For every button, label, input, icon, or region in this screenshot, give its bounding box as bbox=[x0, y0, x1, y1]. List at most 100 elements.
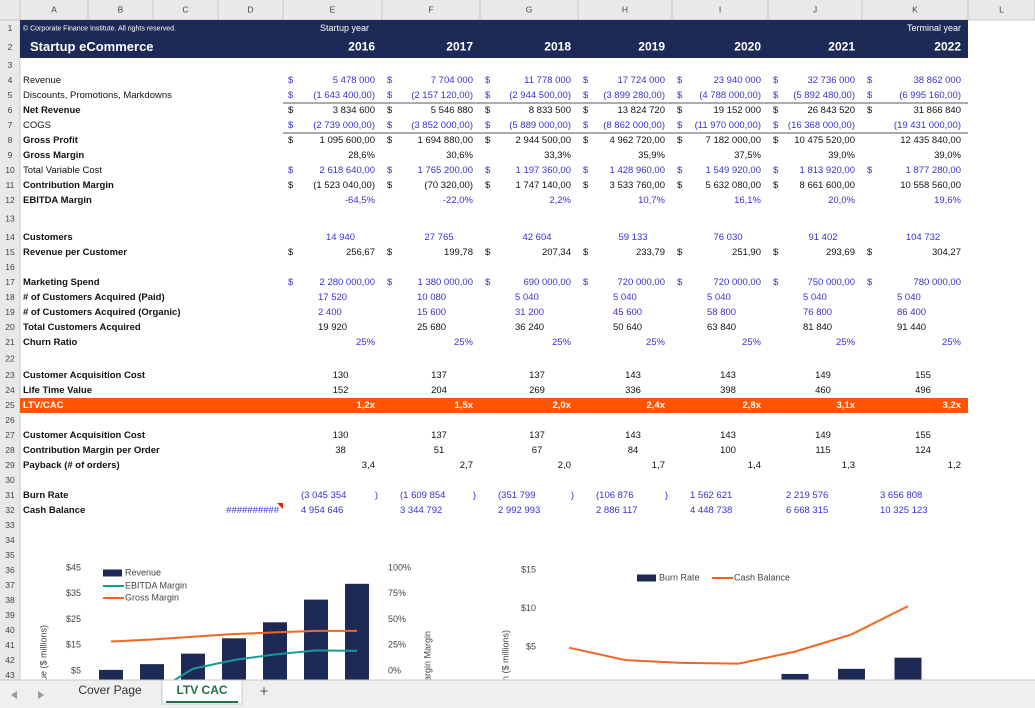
row-number: 22 bbox=[5, 353, 15, 363]
sheet-tab[interactable]: Cover Page bbox=[78, 683, 142, 697]
y2-tick-label: 0% bbox=[388, 665, 401, 675]
cell-value: 256,67 bbox=[346, 247, 375, 258]
row-number: 42 bbox=[5, 655, 15, 665]
cell-value: 155 bbox=[915, 430, 931, 441]
row-number: 17 bbox=[5, 277, 15, 287]
cell-value: 1 549 920,00 bbox=[706, 165, 761, 176]
y-tick-label: $5 bbox=[71, 665, 81, 675]
currency-sign: $ bbox=[677, 135, 683, 146]
y2-tick-label: 25% bbox=[388, 640, 406, 650]
cell-value: 26 843 520 bbox=[807, 105, 855, 116]
cell-value: (1 609 854 bbox=[400, 490, 445, 501]
currency-sign: $ bbox=[288, 247, 294, 258]
cell-value: 5 040 bbox=[707, 292, 731, 303]
sheet-tab[interactable]: LTV CAC bbox=[176, 683, 227, 697]
currency-sign: $ bbox=[773, 120, 779, 131]
cell-value: 398 bbox=[720, 385, 736, 396]
cell-value: 13 824 720 bbox=[617, 105, 665, 116]
row-number: 18 bbox=[5, 292, 15, 302]
cell-value: 293,69 bbox=[826, 247, 855, 258]
cell-value: 3 344 792 bbox=[400, 505, 442, 516]
bar bbox=[304, 599, 328, 680]
cell-value: 59 133 bbox=[618, 232, 647, 243]
cell-close: ) bbox=[473, 490, 476, 501]
row-number: 7 bbox=[8, 120, 13, 130]
row-number: 15 bbox=[5, 247, 15, 257]
cell-value: 2 886 117 bbox=[596, 505, 638, 516]
cell-value: 10 558 560,00 bbox=[900, 180, 961, 191]
active-tab[interactable] bbox=[161, 679, 243, 705]
row-number: 29 bbox=[5, 460, 15, 470]
cell-value: 1 095 600,00 bbox=[320, 135, 375, 146]
cell-value: 251,90 bbox=[732, 247, 761, 258]
currency-sign: $ bbox=[583, 277, 589, 288]
cell-value: 8 833 500 bbox=[529, 105, 571, 116]
cell-value: 199,78 bbox=[444, 247, 473, 258]
row-number: 8 bbox=[8, 135, 13, 145]
currency-sign: $ bbox=[773, 90, 779, 101]
cell-value: 30,6% bbox=[446, 150, 473, 161]
y2-axis-label: argin Margin bbox=[422, 631, 432, 681]
row-label: Customer Acquisition Cost bbox=[23, 370, 146, 381]
cell-value: 3,2x bbox=[943, 400, 962, 411]
cell-value: 130 bbox=[333, 430, 349, 441]
cell-value: 3 533 760,00 bbox=[610, 180, 665, 191]
row-number: 3 bbox=[8, 60, 13, 70]
currency-sign: $ bbox=[677, 247, 683, 258]
tab-bar bbox=[0, 680, 1035, 708]
cell-value: 25% bbox=[942, 337, 962, 348]
cell-close: ) bbox=[571, 490, 574, 501]
y2-tick-label: 50% bbox=[388, 614, 406, 624]
cell-value: 1 747 140,00 bbox=[516, 180, 571, 191]
cell-value: 39,0% bbox=[934, 150, 961, 161]
cell-value: 23 940 000 bbox=[713, 75, 761, 86]
column-header-bar bbox=[0, 0, 1035, 20]
cell-value: (1 643 400,00) bbox=[313, 90, 375, 101]
currency-sign: $ bbox=[288, 90, 294, 101]
cell-value: 149 bbox=[815, 430, 831, 441]
currency-sign: $ bbox=[387, 75, 393, 86]
cell-value: 115 bbox=[815, 445, 830, 456]
cell-value: 2017 bbox=[446, 40, 473, 54]
currency-sign: $ bbox=[583, 75, 589, 86]
add-sheet[interactable]: + bbox=[260, 683, 269, 700]
cell-value: 143 bbox=[625, 430, 641, 441]
row-number: 33 bbox=[5, 520, 15, 530]
bar bbox=[345, 583, 369, 680]
cell-value: 124 bbox=[915, 445, 931, 456]
cell-value: 8 661 600,00 bbox=[800, 180, 855, 191]
cell-value: 31 200 bbox=[515, 307, 544, 318]
row-label: Net Revenue bbox=[23, 105, 81, 116]
row-label: COGS bbox=[23, 120, 51, 131]
cell-value: 25% bbox=[836, 337, 856, 348]
cell-value: 1,5x bbox=[455, 400, 474, 411]
cell-value: 5 546 880 bbox=[431, 105, 473, 116]
currency-sign: $ bbox=[773, 75, 779, 86]
cell-value: 32 736 000 bbox=[807, 75, 855, 86]
cell-value: 17 724 000 bbox=[617, 75, 665, 86]
cell-value: 2 219 576 bbox=[786, 490, 828, 501]
cell-value: 28,6% bbox=[348, 150, 375, 161]
currency-sign: $ bbox=[485, 247, 491, 258]
currency-sign: $ bbox=[677, 120, 683, 131]
cell-value: 2,0x bbox=[553, 400, 572, 411]
currency-sign: $ bbox=[773, 105, 779, 116]
scroll-left[interactable] bbox=[11, 691, 17, 699]
currency-sign: $ bbox=[387, 247, 393, 258]
row-number: 19 bbox=[5, 307, 15, 317]
currency-sign: $ bbox=[485, 277, 491, 288]
row-number: 39 bbox=[5, 610, 15, 620]
cell-value: 1 562 621 bbox=[690, 490, 732, 501]
cell-close: ) bbox=[375, 490, 378, 501]
scroll-right[interactable] bbox=[38, 691, 44, 699]
currency-sign: $ bbox=[387, 277, 393, 288]
row-label: LTV/CAC bbox=[23, 400, 64, 411]
cell-value: 5 040 bbox=[897, 292, 921, 303]
row-number: 5 bbox=[8, 90, 13, 100]
cell-value: (351 799 bbox=[498, 490, 536, 501]
cell-value: 304,27 bbox=[932, 247, 961, 258]
cell-value: 27 765 bbox=[424, 232, 453, 243]
row-number: 30 bbox=[5, 475, 15, 485]
cell-value: (4 788 000,00) bbox=[699, 90, 761, 101]
